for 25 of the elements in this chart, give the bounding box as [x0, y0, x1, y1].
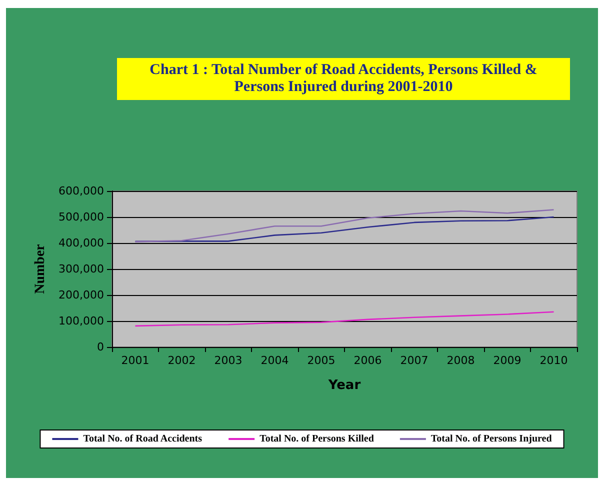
x-tick-label: 2009 [493, 354, 522, 367]
x-tick-label: 2007 [400, 354, 428, 367]
y-tick-label: 100,000 [58, 314, 104, 328]
x-tick-label: 2003 [214, 354, 242, 367]
y-axis-title: Number [33, 244, 48, 294]
x-tick-label: 2010 [540, 354, 568, 367]
line-series [134, 311, 554, 327]
y-tick-label: 500,000 [58, 210, 104, 224]
legend-label: Total No. of Persons Injured [430, 434, 552, 444]
y-tick-label: 300,000 [58, 262, 104, 276]
y-tick-label: 400,000 [58, 236, 104, 250]
legend-label: Total No. of Persons Killed [260, 434, 374, 444]
x-tick-label: 2008 [446, 354, 475, 367]
y-tick-label: 0 [97, 340, 104, 354]
chart-title: Chart 1 : Total Number of Road Accidents, Persons Killed & Persons Injured during 2001-2010 [117, 58, 570, 100]
y-tick-label: 200,000 [58, 288, 104, 302]
x-tick-label: 2006 [354, 354, 382, 367]
x-tick-label: 2001 [121, 354, 150, 367]
y-tick-label: 600,000 [58, 184, 104, 198]
x-tick-label: 2005 [307, 354, 336, 367]
x-tick-label: 2002 [168, 354, 196, 367]
x-axis-title: Year [327, 378, 362, 393]
legend-label: Total No. of Road Accidents [83, 434, 202, 444]
line-series [134, 209, 554, 242]
x-tick-label: 2004 [260, 354, 289, 367]
